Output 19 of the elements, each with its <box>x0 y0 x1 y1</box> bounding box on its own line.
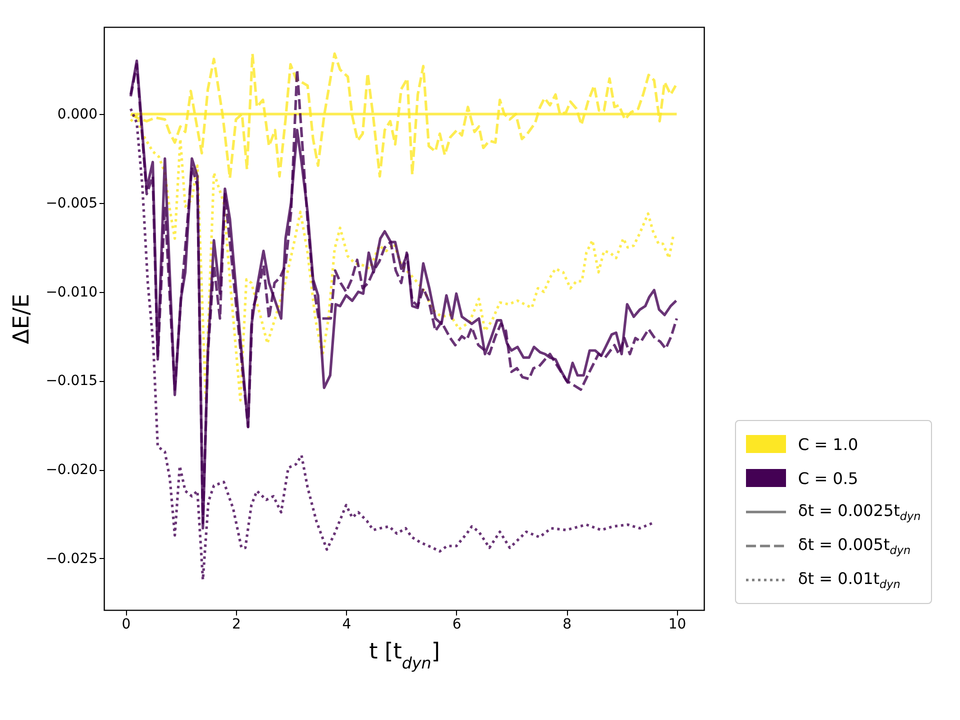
text: C = 1.0 <box>798 434 858 454</box>
y-tick-label: −0.025 <box>46 550 98 567</box>
x-axis-title: t [t$_{dyn}$] <box>369 640 440 672</box>
y-tick-label: −0.005 <box>46 195 98 212</box>
y-tick-label: −0.015 <box>46 373 98 390</box>
text: δt = 0.01t$_{dyn}$ <box>798 568 900 592</box>
text: C = 0.5 <box>798 468 858 488</box>
text: δt = 0.005t$_{dyn}$ <box>798 534 911 558</box>
x-tick-label: 6 <box>452 616 462 632</box>
x-tick-label: 8 <box>562 616 572 632</box>
y-tick-label: −0.020 <box>46 462 98 478</box>
x-tick-label: 2 <box>232 616 241 632</box>
y-tick-label: −0.010 <box>46 284 98 300</box>
y-axis-title: ΔE/E <box>10 294 35 344</box>
x-tick-label: 0 <box>122 616 131 632</box>
x-tick-label: 10 <box>668 616 686 632</box>
x-tick-label: 4 <box>342 616 352 632</box>
text: δt = 0.0025t$_{dyn}$ <box>798 500 921 524</box>
y-tick-label: 0.000 <box>57 106 98 123</box>
